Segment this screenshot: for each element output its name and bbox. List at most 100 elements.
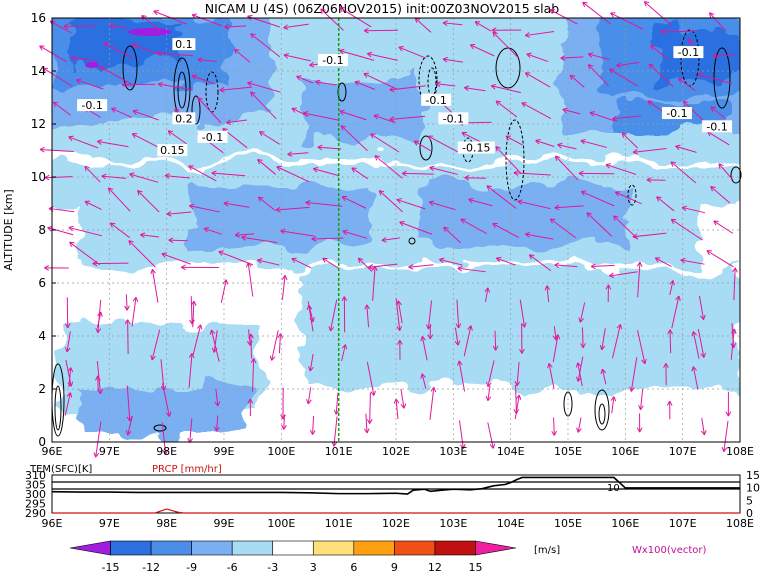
wind-vector-head xyxy=(153,10,159,12)
wind-vector-head xyxy=(551,430,555,436)
wind-vector-head xyxy=(590,266,596,270)
wind-vector-head xyxy=(682,100,686,107)
wind-vector xyxy=(48,207,75,213)
wind-vector xyxy=(125,294,128,311)
x-tick-labels-main: 96E 97E 98E 99E 100E 101E 102E 103E 104E 105E 106E… xyxy=(42,445,754,458)
wind-vector-head xyxy=(469,44,474,50)
wind-vector xyxy=(111,107,132,118)
x-tick-label: 105E xyxy=(554,445,582,458)
wind-vector-head xyxy=(303,111,309,114)
wind-vector xyxy=(550,218,577,239)
wind-vector-head xyxy=(647,100,651,106)
tem-axis-label: TEM(SFC)[K] xyxy=(29,464,92,475)
wind-vector xyxy=(68,136,99,149)
wind-vector-head xyxy=(253,358,257,364)
x-tick-label: 100E xyxy=(267,517,295,530)
wind-vector-head xyxy=(435,81,441,85)
wind-vector-head xyxy=(211,170,217,174)
wind-vector-head xyxy=(575,362,579,368)
wind-vector-head xyxy=(389,89,395,93)
contour-label-bg xyxy=(438,112,469,125)
wind-vector-head xyxy=(517,200,522,205)
wind-vector-head xyxy=(546,285,551,291)
wind-vector xyxy=(491,85,521,94)
wind-vector xyxy=(553,417,555,436)
wind-vector-head xyxy=(250,33,256,36)
wind-vector-head xyxy=(189,319,193,325)
wind-vector-head xyxy=(464,174,470,179)
wind-vector-head xyxy=(165,412,170,417)
wind-vector-head xyxy=(649,44,653,50)
wind-vector xyxy=(192,301,195,328)
wind-vector xyxy=(586,212,613,237)
wind-vector-head xyxy=(281,424,285,430)
wind-vector-head xyxy=(168,411,172,417)
wind-vector xyxy=(421,373,427,389)
wind-vector-head xyxy=(680,259,685,264)
wind-vector xyxy=(484,287,489,303)
wind-vector-head xyxy=(224,24,229,28)
wind-vector-head xyxy=(632,148,638,153)
wind-vector-head xyxy=(399,325,403,331)
wind-vector-head xyxy=(222,128,228,130)
wind-vector-head xyxy=(200,324,203,330)
wind-vector-head xyxy=(442,58,448,63)
wind-vector xyxy=(552,334,559,363)
wind-vector-head xyxy=(257,196,261,202)
wind-vector-head xyxy=(234,48,240,51)
wind-vector xyxy=(525,72,551,88)
wind-vector xyxy=(521,102,552,119)
wind-vector-head xyxy=(97,140,102,145)
wind-vector-head xyxy=(109,23,115,26)
wind-vector-head xyxy=(250,358,255,363)
wind-vector xyxy=(191,75,216,85)
wind-vector-head xyxy=(97,389,101,395)
wind-vector-head xyxy=(675,144,681,147)
wind-vector-head xyxy=(570,74,576,77)
wind-vector-head xyxy=(429,165,435,168)
wind-vector xyxy=(197,58,217,63)
wind-vector xyxy=(397,300,403,324)
wind-vector-head xyxy=(683,100,689,103)
wind-vector-head xyxy=(84,166,87,172)
wind-vector-head xyxy=(549,218,553,224)
wind-vector-head xyxy=(124,319,129,325)
x-tick-label: 104E xyxy=(497,445,525,458)
wind-vector-head xyxy=(609,68,613,74)
wind-vector xyxy=(156,52,194,57)
contour-label: -0.1 xyxy=(202,131,223,144)
wind-vector xyxy=(339,50,375,61)
wind-vector-head xyxy=(167,130,171,136)
wind-vector xyxy=(605,164,637,175)
wind-vector xyxy=(588,53,610,60)
wind-vector xyxy=(549,9,578,25)
wind-vector-head xyxy=(560,57,566,61)
wind-vector-head xyxy=(648,63,652,69)
wind-vector xyxy=(454,327,459,346)
contour-label-bg xyxy=(197,130,228,143)
wind-vector xyxy=(697,73,733,85)
wind-vector-head xyxy=(309,429,314,435)
wind-vector-head xyxy=(157,83,163,88)
x-tick-label: 103E xyxy=(439,445,467,458)
wind-vector-head xyxy=(93,452,97,458)
wind-vector-head xyxy=(414,17,418,23)
wind-vector-head xyxy=(678,78,682,84)
wind-vector-head xyxy=(612,115,617,120)
wind-vector xyxy=(443,22,463,26)
wind-vector xyxy=(587,64,610,87)
wind-vector xyxy=(44,176,73,179)
wind-vector-head xyxy=(197,59,203,63)
wind-vector xyxy=(216,415,219,432)
wind-vector-head xyxy=(647,100,653,102)
wind-vector-head xyxy=(560,55,566,59)
wind-vector xyxy=(680,259,705,265)
wind-vector xyxy=(429,166,458,175)
wind-vector-head xyxy=(42,67,46,73)
wind-vector-head xyxy=(680,257,686,261)
y-axis: ALTITUDE [km] 0 2 4 6 8 10 12 14 16 xyxy=(2,11,56,449)
wind-vector xyxy=(569,74,585,88)
wind-vector-head xyxy=(589,111,596,113)
wind-vector-head xyxy=(368,264,373,268)
wind-vector xyxy=(463,325,472,357)
